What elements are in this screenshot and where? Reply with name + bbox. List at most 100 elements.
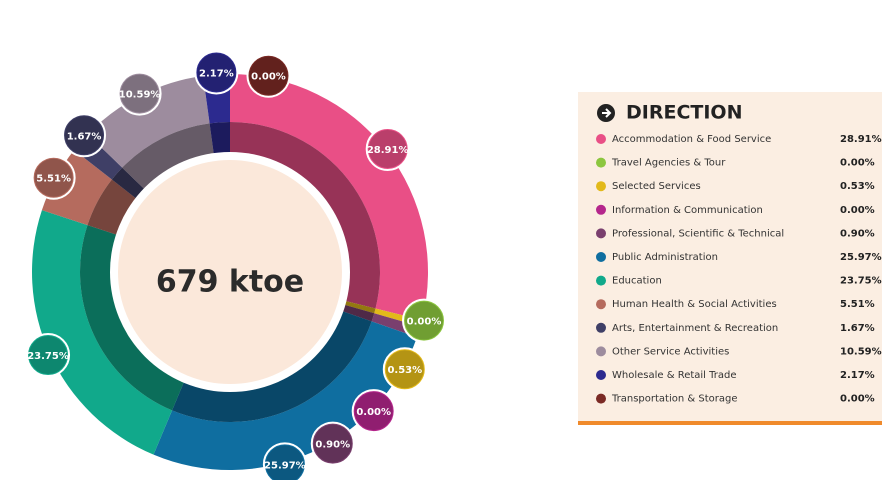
bubble [31, 155, 76, 200]
bubble-shade [197, 53, 236, 92]
segment-inner [172, 310, 372, 422]
legend-value: 10.59% [840, 346, 882, 357]
bubble-shade [249, 56, 288, 95]
legend-label: Human Health & Social Activities [612, 299, 777, 310]
legend-label: Other Service Activities [612, 346, 729, 357]
bubble-label: 0.90% [315, 440, 350, 451]
segment-shade [87, 179, 138, 236]
legend-value: 0.00% [840, 205, 875, 216]
legend-swatch [596, 322, 606, 333]
segment [87, 75, 210, 168]
bubble [117, 71, 162, 116]
bubble-label: 10.59% [119, 90, 161, 101]
bubble-label: 5.51% [36, 174, 71, 185]
legend-value: 0.53% [840, 181, 875, 192]
legend-label: Information & Communication [612, 205, 763, 216]
bubble [262, 442, 307, 484]
legend-label: Public Administration [612, 252, 718, 263]
legend-swatch [596, 346, 606, 357]
legend-swatch [596, 299, 606, 310]
legend-value: 0.00% [840, 394, 875, 405]
segment-inner [209, 122, 230, 156]
legend-value: 23.75% [840, 276, 882, 287]
bubble [310, 421, 355, 466]
segment [153, 321, 417, 470]
bubbles: 28.91% 0.00% 0.53% 0.00% 0.90% 25.97% 23.75% 5.… [26, 50, 446, 484]
legend-rule [578, 421, 882, 425]
legend-label: Accommodation & Food Service [612, 134, 771, 145]
legend: Accommodation & Food Service 28.91% Travel… [596, 134, 882, 405]
legend-swatch [596, 252, 606, 262]
legend-label: Selected Services [612, 181, 701, 192]
segment-inner [122, 123, 214, 190]
legend-swatch [596, 204, 606, 215]
bubble-label: 0.00% [251, 72, 286, 83]
segment-shade [343, 300, 376, 314]
segment-shade [80, 225, 185, 411]
legend-label: Transportation & Storage [611, 394, 738, 405]
legend-swatch [596, 393, 606, 404]
bubble-label: 25.97% [264, 460, 306, 471]
legend-swatch [596, 181, 606, 192]
bubble [351, 389, 396, 434]
center-disc [118, 160, 342, 384]
bubble-shade [29, 336, 68, 375]
legend-value: 5.51% [840, 299, 875, 310]
segment-shade [122, 123, 214, 190]
segment-inner [230, 122, 380, 309]
bubble-shade [354, 392, 393, 431]
legend-label: Arts, Entertainment & Recreation [612, 323, 778, 334]
legend-swatch [596, 134, 606, 144]
center-label: 679 ktoe [156, 265, 304, 300]
bubble-shade [34, 158, 73, 197]
bubble-label: 2.17% [199, 68, 234, 79]
legend-swatch [596, 275, 606, 286]
bubble [194, 50, 239, 95]
segment-shade [341, 304, 375, 322]
legend-value: 0.00% [840, 158, 875, 169]
bubble [26, 333, 71, 378]
legend-value: 0.90% [840, 228, 875, 239]
legend-label: Travel Agencies & Tour [611, 158, 726, 169]
legend-label: Professional, Scientific & Technical [612, 228, 784, 239]
legend-box [578, 92, 882, 424]
bubble [382, 347, 427, 392]
segment-shade [172, 310, 372, 422]
bubble-shade [65, 116, 104, 155]
bubble-label: 1.67% [67, 131, 102, 142]
legend-value: 1.67% [840, 323, 875, 334]
bubble [365, 126, 410, 171]
segment-inner [111, 167, 146, 200]
bubble [62, 113, 107, 158]
bubble-shade [404, 301, 443, 340]
segment [41, 149, 112, 226]
bubble-label: 28.91% [367, 145, 409, 156]
bubble [246, 53, 291, 98]
legend-swatch [596, 157, 606, 168]
segment-shade [230, 122, 380, 309]
legend-label: Education [612, 276, 662, 287]
segment [31, 210, 173, 455]
legend-value: 25.97% [840, 252, 882, 263]
segment-shade [209, 122, 230, 156]
segment-inner [87, 179, 138, 236]
legend-title: DIRECTION [626, 102, 742, 124]
bubble-shade [313, 424, 352, 463]
bubble-shade [368, 129, 407, 168]
bubble-shade [265, 445, 304, 484]
bubble-label: 23.75% [27, 351, 69, 362]
legend-swatch [596, 228, 606, 239]
segment-inner [80, 225, 185, 411]
bubble-shade [385, 350, 424, 389]
bubble-shade [120, 74, 159, 113]
legend-label: Wholesale & Retail Trade [612, 370, 737, 381]
segment-shade [111, 167, 146, 200]
legend-value: 28.91% [840, 134, 882, 145]
segment-inner [341, 304, 375, 322]
segment [230, 74, 428, 321]
bubble-label: 0.00% [356, 407, 391, 418]
bubble [401, 298, 446, 343]
segment-inner [343, 300, 376, 314]
legend-swatch [596, 370, 606, 380]
